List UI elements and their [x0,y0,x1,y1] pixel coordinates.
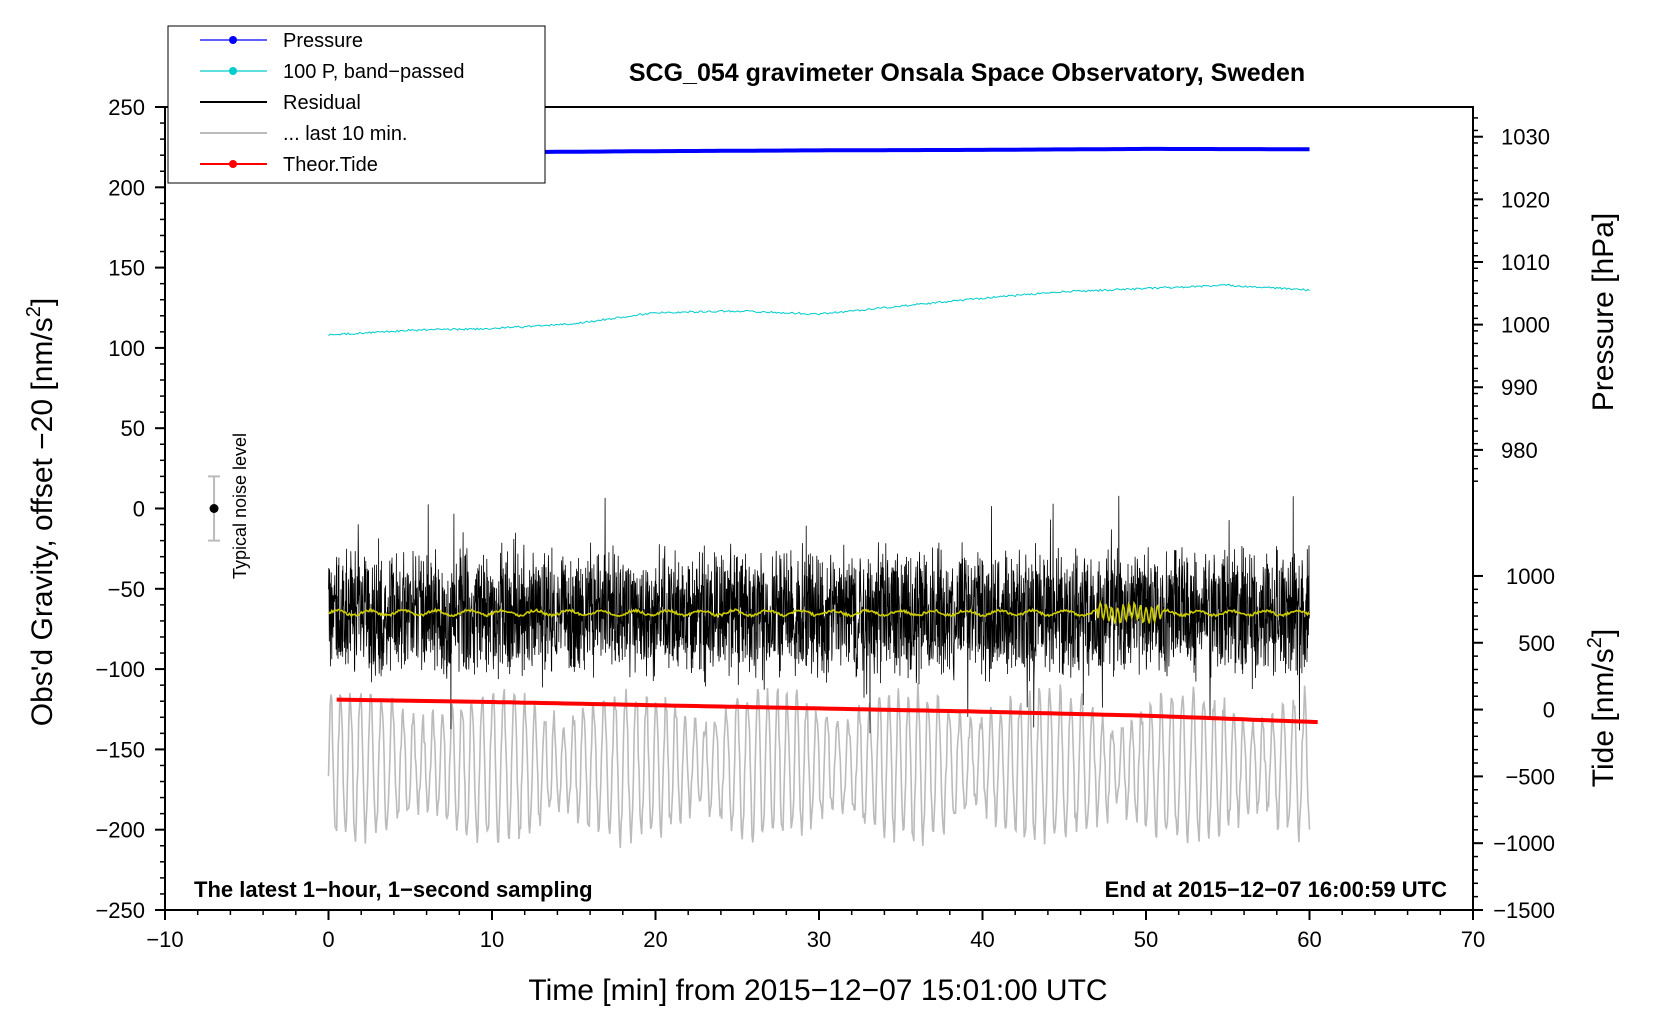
tide-tick-label: 500 [1518,631,1555,656]
y-tick-label: −150 [95,737,145,762]
x-tick-label: −10 [146,927,183,952]
theor-tide-series [336,697,1318,725]
y-tick-label: −200 [95,818,145,843]
band-passed-pressure-series [328,283,1310,337]
y-tick-label: 200 [108,175,145,200]
annotation-end-time: End at 2015−12−07 16:00:59 UTC [1105,877,1448,902]
band-passed-line [328,283,1310,337]
annotation-sampling: The latest 1−hour, 1−second sampling [194,877,593,902]
noise-bar-point [209,504,219,513]
x-axis-ticks: −10 0 10 20 30 40 50 60 70 [146,910,1485,952]
x-tick-label: 20 [643,927,667,952]
legend-label: Residual [283,92,361,114]
y-tick-label: 250 [108,95,145,120]
pressure-tick-label: 1010 [1501,250,1550,275]
x-tick-label: 30 [807,927,831,952]
last-10-min-series [327,683,1311,848]
legend-marker [229,160,237,168]
residual-series [328,495,1310,734]
legend-label: Pressure [283,30,363,52]
theor-tide-line [336,697,1318,725]
last-10-min-line [327,683,1311,848]
residual-smoothed-line [327,599,1311,625]
legend-label: ... last 10 min. [283,123,408,145]
y-tick-label: 100 [108,336,145,361]
tide-axis-title: Tide [nm/s2] [1584,629,1620,787]
y-axis-ticks: 250 200 150 100 50 0 −50 −100 −150 −200 −250 [95,95,165,923]
y-tick-label: −250 [95,898,145,923]
tide-tick-label: −500 [1505,764,1555,789]
legend-label: Theor.Tide [283,154,378,176]
legend-label: 100 P, band−passed [283,61,464,83]
x-tick-label: 60 [1297,927,1321,952]
noise-level-label: Typical noise level [230,433,250,579]
legend-box [167,25,546,184]
tide-tick-label: 1000 [1506,564,1555,589]
legend-marker [229,67,237,75]
x-tick-label: 70 [1461,927,1485,952]
x-tick-label: 10 [480,927,504,952]
pressure-tick-label: 1000 [1501,313,1550,338]
y-tick-label: −100 [95,657,145,682]
residual-line [328,495,1310,734]
y-tick-label: 150 [108,256,145,281]
x-tick-label: 0 [322,927,334,952]
pressure-axis-title: Pressure [hPa] [1587,213,1620,411]
tide-tick-label: −1500 [1493,898,1555,923]
y-axis-title-left: Obs'd Gravity, offset −20 [nm/s2] [23,298,59,726]
residual-smoothed-series [327,599,1311,625]
legend-marker [229,36,237,44]
tide-tick-label: 0 [1543,698,1555,723]
chart-title: SCG_054 gravimeter Onsala Space Observat… [629,59,1305,87]
pressure-axis-ticks: 1030 1020 1010 1000 990 980 [1473,117,1550,482]
x-tick-label: 50 [1134,927,1158,952]
noise-level-bar [208,475,221,542]
x-tick-label: 40 [970,927,994,952]
pressure-tick-label: 1020 [1501,187,1550,212]
legend: Pressure 100 P, band−passed Residual ... la… [167,25,546,184]
pressure-tick-label: 980 [1501,438,1538,463]
pressure-tick-label: 990 [1501,375,1538,400]
y-tick-label: 50 [121,416,145,441]
y-tick-label: −50 [108,577,145,602]
y-tick-label: 0 [133,497,145,522]
pressure-tick-label: 1030 [1501,125,1550,150]
x-axis-title: Time [min] from 2015−12−07 15:01:00 UTC [528,974,1107,1007]
tide-axis-ticks: 1000 500 0 −500 −1000 −1500 [1473,564,1555,923]
tide-tick-label: −1000 [1493,831,1555,856]
